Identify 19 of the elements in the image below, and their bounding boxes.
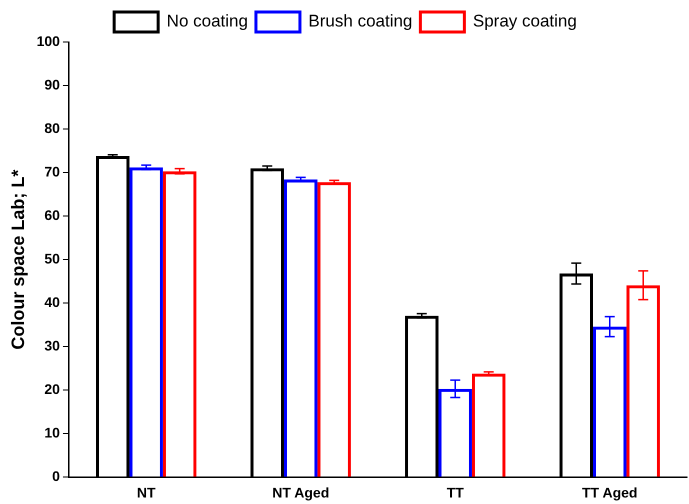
y-tick-label: 70 <box>44 163 60 180</box>
y-tick-label: 40 <box>44 294 60 310</box>
legend-label: Brush coating <box>308 12 412 31</box>
y-tick-label: 90 <box>44 76 60 92</box>
y-tick-label: 100 <box>36 32 60 49</box>
x-tick-label: TT Aged <box>582 484 638 500</box>
legend-label: No coating <box>166 12 248 31</box>
x-tick-label: NT Aged <box>272 484 330 500</box>
y-axis-title: Colour space Lab; L* <box>8 170 28 350</box>
y-tick-label: 50 <box>44 250 60 266</box>
x-tick-label: NT <box>136 484 156 500</box>
y-tick-label: 30 <box>44 338 60 354</box>
y-tick-label: 10 <box>44 424 60 441</box>
y-tick-label: 60 <box>44 206 60 223</box>
legend-label: Spray coating <box>472 12 577 31</box>
y-tick-label: 20 <box>44 381 60 398</box>
x-tick-label: TT <box>446 484 464 500</box>
y-tick-label: 80 <box>44 120 60 136</box>
y-tick-label: 0 <box>52 468 60 484</box>
